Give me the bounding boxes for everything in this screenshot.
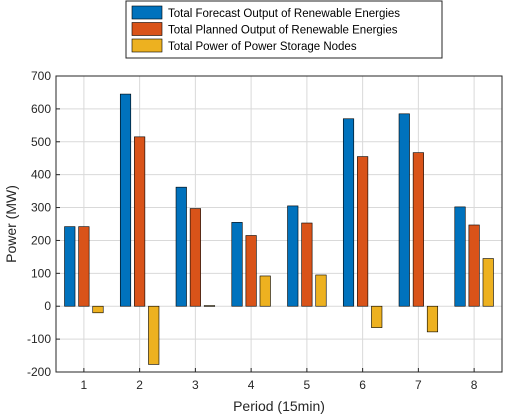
y-tick-label: 100 [31,266,51,280]
y-axis: -200 -100 0 100 200 300 400 500 600 700 [27,69,60,379]
bar [175,186,187,307]
bar [398,113,410,307]
bar [482,258,494,307]
bar [148,305,160,365]
legend: Total Forecast Output of Renewable Energ… [125,0,443,59]
bar [259,275,271,307]
bar [468,224,480,307]
x-tick-label: 6 [359,378,366,392]
y-tick-label: -200 [27,365,51,379]
bar [78,226,90,307]
bar [371,305,383,328]
legend-swatch [131,5,163,20]
y-tick-label: 200 [31,233,51,247]
plot-frame [55,75,503,373]
bar [426,305,439,333]
bar [92,305,104,314]
bar-series [64,93,494,365]
y-tick-label: 300 [31,201,51,215]
y-tick-label: -100 [27,332,51,346]
x-tick-label: 2 [136,378,143,392]
bar [134,136,146,307]
y-axis-title: Power (MW) [3,185,19,263]
legend-label: Total Power of Power Storage Nodes [168,41,357,53]
x-tick-label: 5 [304,378,311,392]
bar [119,93,132,307]
x-tick-label: 1 [81,378,88,392]
legend-swatch [131,38,163,53]
bar [301,222,313,307]
bar [64,226,76,307]
bar [342,118,355,307]
bar [315,274,327,307]
bar [287,205,299,307]
legend-swatch [131,22,163,36]
bar [357,156,369,307]
legend-box [125,0,443,59]
bar [189,208,201,307]
x-tick-label: 4 [248,378,255,392]
bar [231,222,243,307]
bar [454,206,466,307]
y-tick-label: 500 [31,135,51,149]
x-tick-label: 3 [192,378,199,392]
y-tick-label: 400 [31,168,51,182]
y-tick-label: 600 [31,102,51,116]
bar [412,152,424,307]
x-axis-title: Period (15min) [233,398,325,414]
y-tick-label: 700 [31,69,51,83]
x-tick-label: 8 [471,378,478,392]
y-tick-label: 0 [44,299,51,313]
bar [245,235,257,307]
x-axis: 1 2 3 4 5 6 7 8 [81,368,478,392]
x-tick-label: 7 [415,378,422,392]
bar [203,305,216,307]
legend-label: Total Forecast Output of Renewable Energ… [168,8,400,20]
legend-label: Total Planned Output of Renewable Energi… [168,25,398,37]
